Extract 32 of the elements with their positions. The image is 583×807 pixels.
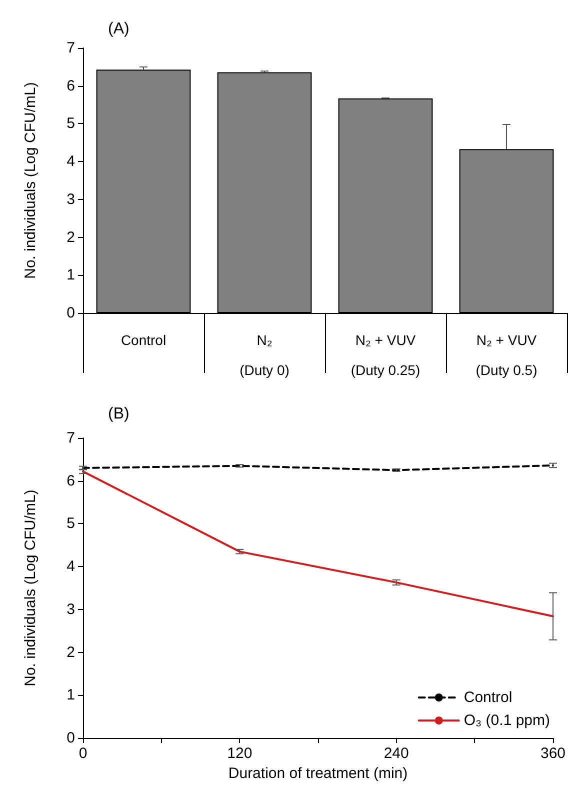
y-axis-title: No. individuals (Log CFU/mL) (22, 490, 39, 686)
y-tick-label: 7 (66, 40, 75, 56)
x-tick-label: N₂ (Duty 0) (240, 332, 290, 378)
chart-title: (B) (108, 406, 130, 422)
x-tick-label: N₂ + VUV (Duty 0.5) (476, 332, 538, 378)
x-tick-label: 120 (227, 745, 252, 762)
y-tick-label: 6 (66, 77, 75, 94)
x-tick-label: N₂ + VUV (Duty 0.25) (350, 332, 420, 378)
y-tick-label: 4 (66, 153, 75, 170)
y-tick-label: 5 (66, 515, 75, 532)
y-tick-label: 7 (66, 430, 75, 446)
x-axis-title: Duration of treatment (min) (228, 765, 408, 782)
chart-title: (A) (108, 20, 130, 38)
x-tick-label: 240 (384, 745, 409, 762)
y-tick-label: 1 (66, 686, 75, 704)
y-tick-label: 0 (66, 304, 75, 322)
line-series (82, 470, 554, 618)
x-tick-label: Control (120, 332, 166, 348)
legend-label: O₃ (0.1 ppm) (464, 712, 550, 729)
y-tick-label: 4 (66, 558, 75, 576)
y-tick-label: 2 (66, 228, 75, 246)
y-axis-title: No. individuals (Log CFU/mL) (22, 82, 39, 279)
y-tick-label: 6 (66, 472, 75, 490)
y-tick-label: 3 (66, 190, 75, 208)
y-tick-label: 2 (66, 644, 75, 661)
legend-label: Control (464, 689, 512, 706)
x-tick-label: 0 (78, 745, 88, 762)
y-tick-label: 1 (66, 266, 75, 284)
y-tick-label: 5 (66, 115, 75, 132)
y-tick-label: 0 (66, 730, 75, 746)
x-tick-label: 360 (540, 745, 566, 762)
y-tick-label: 3 (66, 600, 75, 618)
